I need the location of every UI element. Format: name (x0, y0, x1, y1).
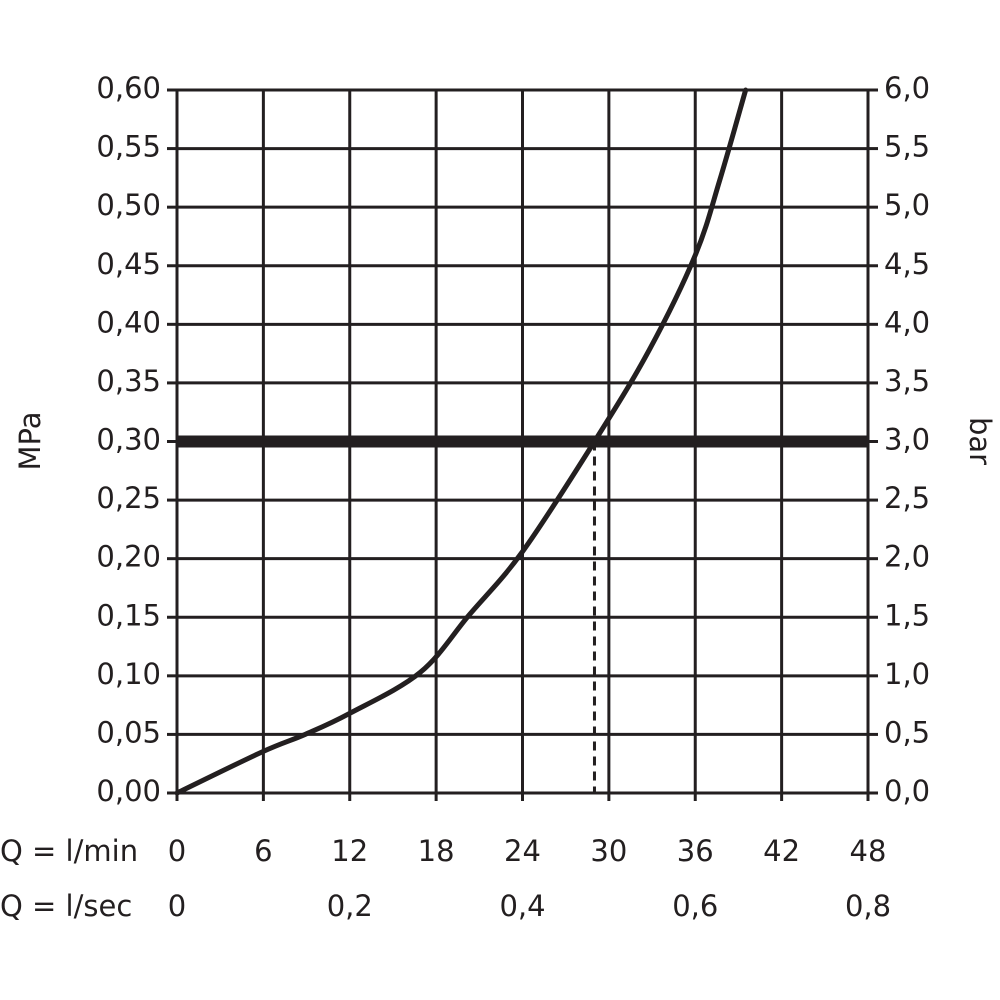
y2-tick-label: 4,0 (884, 305, 930, 339)
y-tick-label: 0,00 (96, 774, 161, 808)
plot-frame (175, 88, 870, 795)
x2-tick-label: 0,2 (327, 889, 373, 923)
x-axis-label: Q = l/min (0, 834, 138, 868)
y2-tick-label: 2,0 (884, 540, 930, 574)
y2-tick-label: 5,5 (884, 130, 930, 164)
y-tick-label: 0,55 (96, 130, 161, 164)
y2-tick-label: 5,0 (884, 188, 930, 222)
x2-axis-label: Q = l/sec (0, 889, 132, 923)
y-tick-label: 0,35 (96, 364, 161, 398)
x-tick-label: 36 (677, 834, 714, 868)
x-tick-label: 18 (418, 834, 455, 868)
x-tick-label: 30 (590, 834, 627, 868)
x-tick-label: 48 (850, 834, 887, 868)
y-tick-label: 0,50 (96, 188, 161, 222)
y2-tick-label: 2,5 (884, 481, 930, 515)
y-tick-label: 0,40 (96, 305, 161, 339)
x-tick-label: 12 (331, 834, 368, 868)
y2-tick-label: 6,0 (884, 71, 930, 105)
x2-tick-label: 0,8 (845, 889, 891, 923)
y2-tick-label: 1,0 (884, 657, 930, 691)
y-axis-label: MPa (13, 412, 47, 471)
y-tick-label: 0,30 (96, 423, 161, 457)
x-tick-label: 6 (254, 834, 272, 868)
y-tick-label: 0,10 (96, 657, 161, 691)
y-tick-label: 0,15 (96, 598, 161, 632)
y2-axis-label: bar (963, 417, 997, 465)
x2-tick-label: 0,6 (672, 889, 718, 923)
y-tick-label: 0,45 (96, 247, 161, 281)
curve (174, 87, 749, 796)
y-tick-label: 0,25 (96, 481, 161, 515)
x-tick-label: 0 (168, 834, 186, 868)
y-tick-label: 0,05 (96, 715, 161, 749)
y-tick-label: 0,60 (96, 71, 161, 105)
y2-tick-label: 4,5 (884, 247, 930, 281)
x2-tick-label: 0,4 (499, 889, 545, 923)
y2-tick-label: 0,0 (884, 774, 930, 808)
y2-tick-label: 1,5 (884, 598, 930, 632)
y-tick-label: 0,20 (96, 540, 161, 574)
y2-tick-label: 3,5 (884, 364, 930, 398)
y2-tick-label: 0,5 (884, 715, 930, 749)
x-tick-label: 42 (763, 834, 800, 868)
x-tick-label: 24 (504, 834, 541, 868)
y2-tick-label: 3,0 (884, 423, 930, 457)
x2-tick-label: 0 (168, 889, 186, 923)
